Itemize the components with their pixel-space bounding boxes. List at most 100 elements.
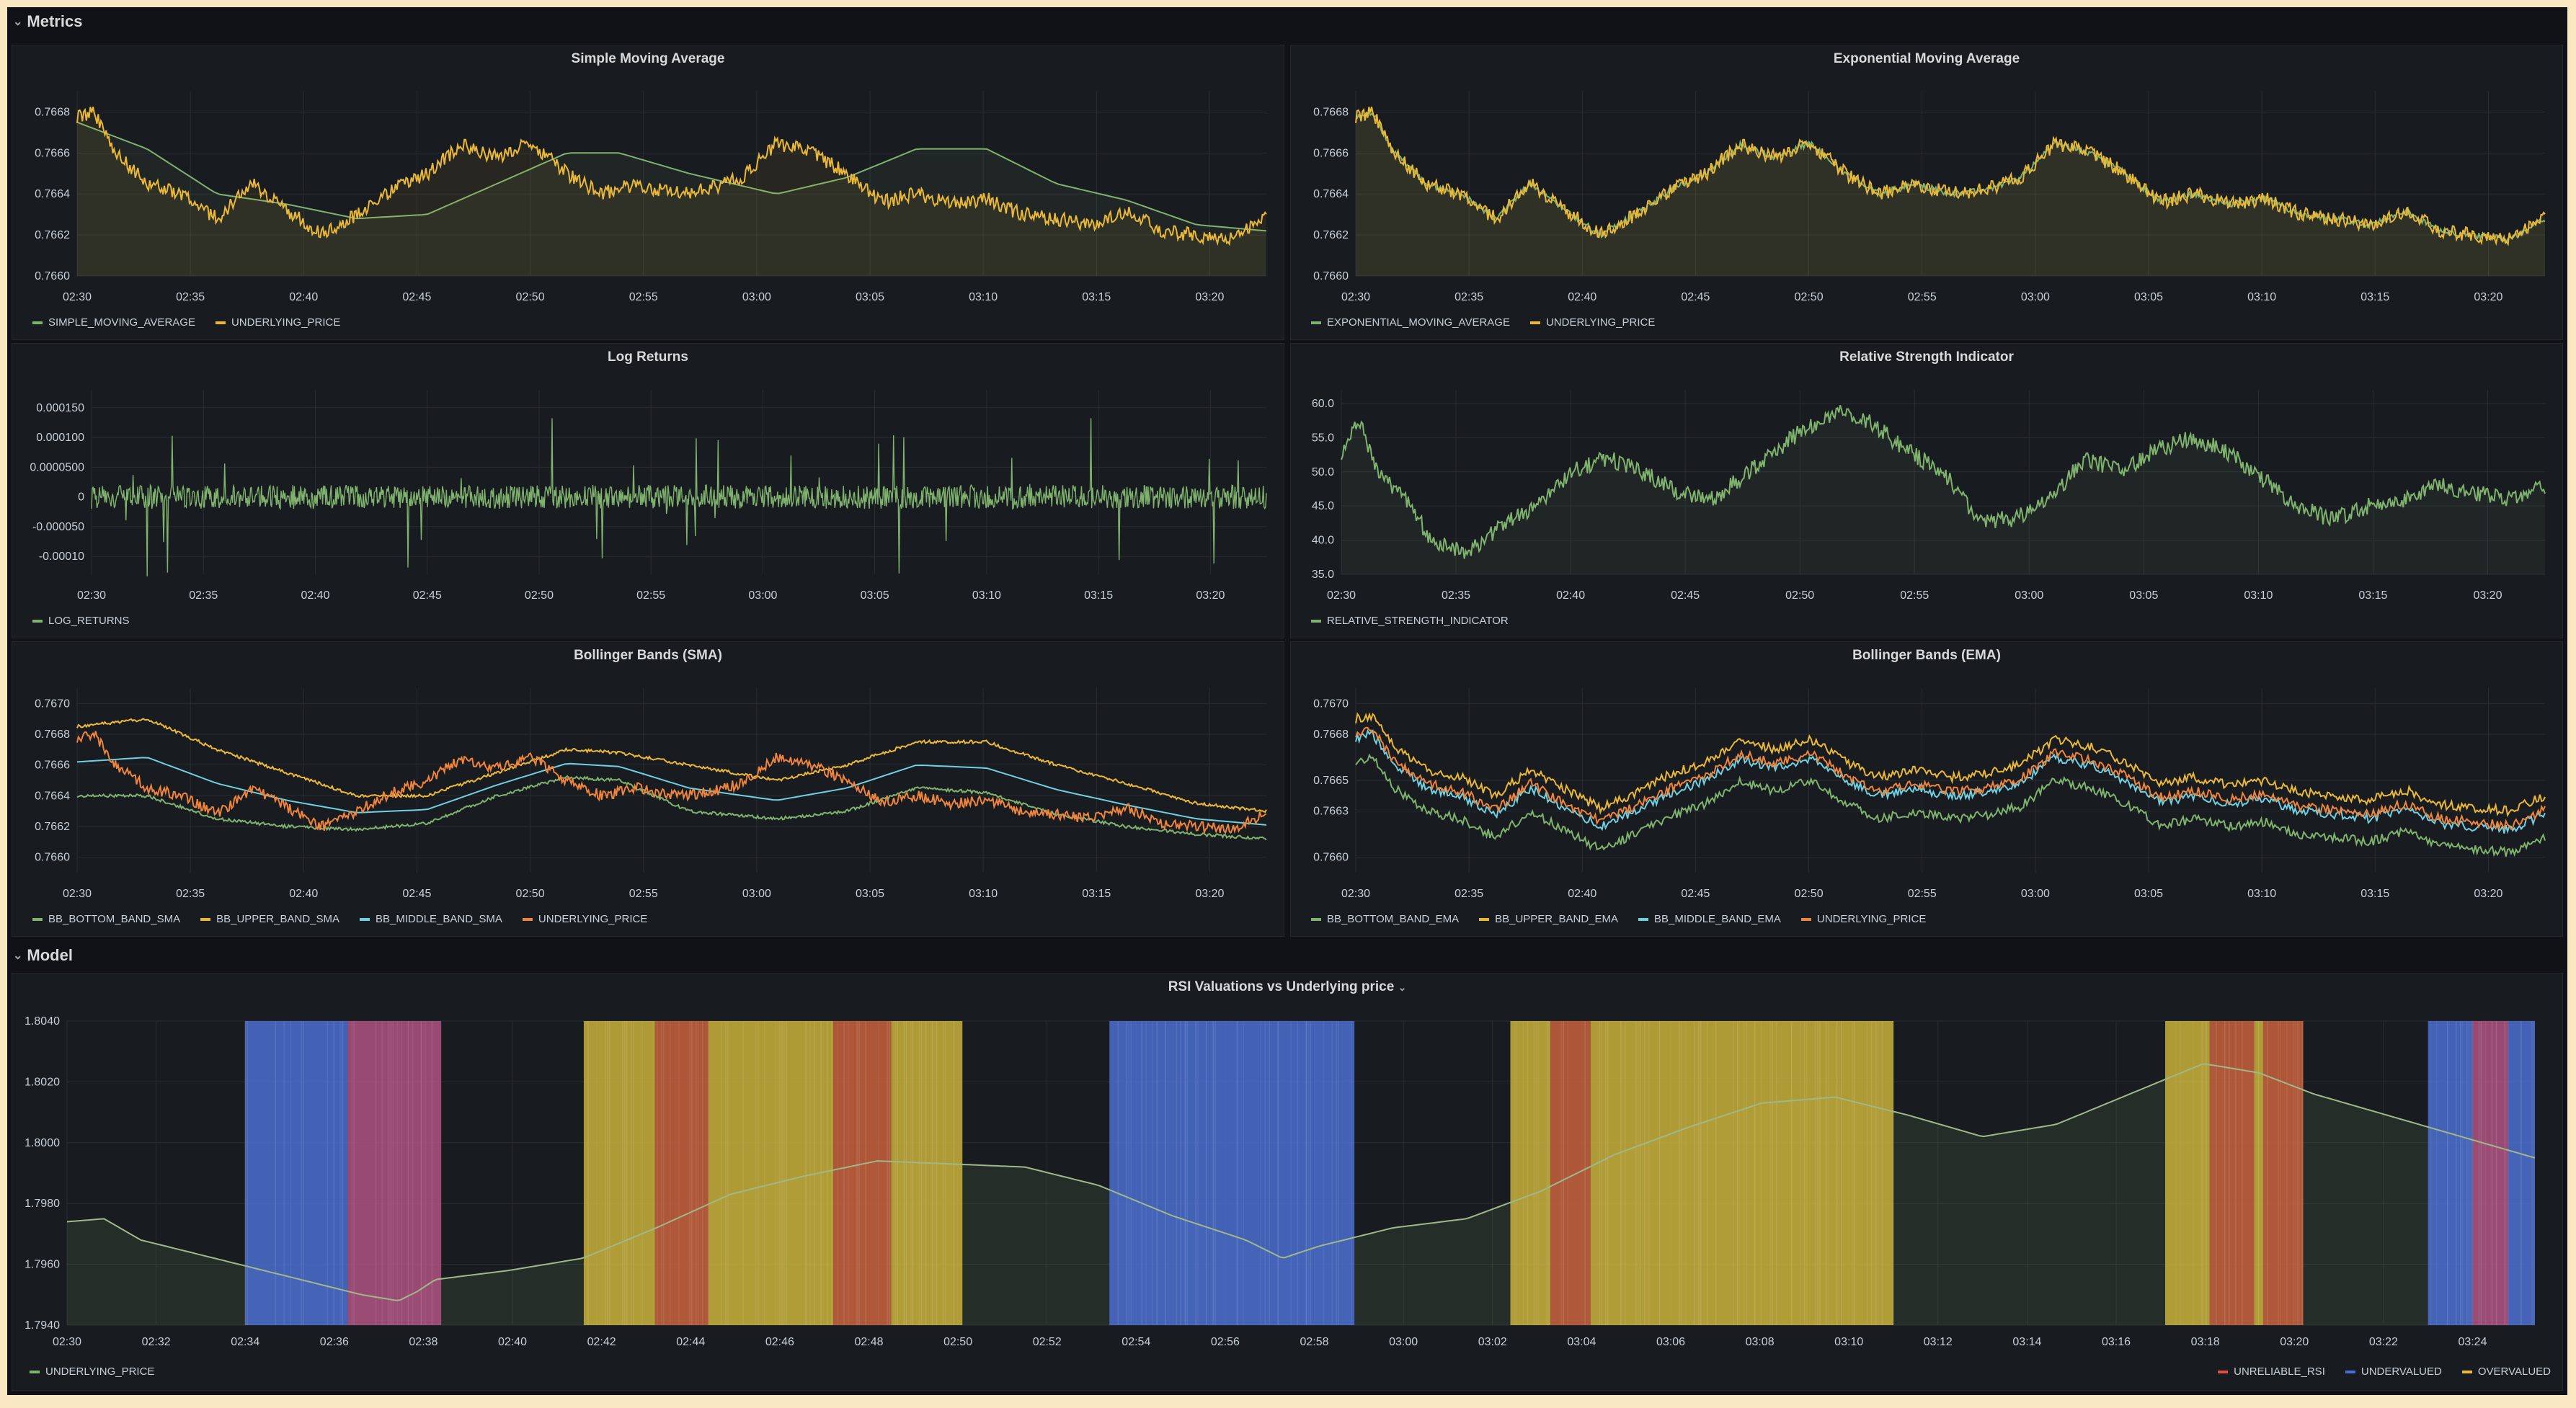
series-line-relative_strength_indicator <box>1341 405 2546 559</box>
y-tick-label: 0.7670 <box>1313 698 1349 710</box>
x-tick-label: 02:48 <box>854 1336 883 1348</box>
panel-title: Relative Strength Indicator <box>1839 349 2014 365</box>
panel-relative-strength-indicator[interactable]: Relative Strength Indicator 02:30 02:35 02… <box>1290 343 2563 638</box>
x-tick-label: 03:24 <box>2458 1336 2487 1348</box>
legend-label: LOG_RETURNS <box>48 615 130 627</box>
legend-swatch <box>2461 1370 2472 1373</box>
band-overvalued <box>2254 1021 2263 1325</box>
row-title-metrics: Metrics <box>27 12 83 30</box>
x-tick-label: 03:20 <box>2473 589 2502 602</box>
x-tick-label: 02:40 <box>289 888 318 900</box>
legend-item[interactable]: RELATIVE_STRENGTH_INDICATOR <box>1311 615 1509 627</box>
x-tick-label: 03:06 <box>1656 1336 1685 1348</box>
chevron-down-icon[interactable]: ⌄ <box>13 16 23 28</box>
x-tick-label: 02:50 <box>1785 589 1814 602</box>
panel-title-text: RSI Valuations vs Underlying price <box>1168 979 1395 994</box>
x-tick-label: 02:40 <box>498 1336 527 1348</box>
x-tick-label: 02:40 <box>301 589 329 602</box>
legend-label: BB_BOTTOM_BAND_SMA <box>48 913 181 925</box>
x-tick-label: 02:35 <box>1454 888 1483 900</box>
legend-label: BB_BOTTOM_BAND_EMA <box>1327 913 1460 925</box>
series-line-underlying_price <box>1355 726 2546 832</box>
chart-relative-strength-indicator: 02:30 02:35 02:40 02:45 02:50 02:55 03:00 03:05… <box>1312 390 2546 602</box>
legend-swatch <box>32 321 43 324</box>
legend-item[interactable]: EXPONENTIAL_MOVING_AVERAGE <box>1311 316 1510 329</box>
row-header-model[interactable]: ⌄ Model <box>13 941 73 970</box>
legend-item[interactable]: UNRELIABLE_RSI <box>2218 1365 2325 1378</box>
x-tick-label: 02:34 <box>231 1336 259 1348</box>
x-tick-label: 03:15 <box>1082 291 1111 303</box>
chevron-down-icon[interactable]: ⌄ <box>1398 981 1407 993</box>
legend-swatch <box>215 321 226 324</box>
y-tick-label: 0.7666 <box>35 759 70 772</box>
x-tick-label: 03:05 <box>2129 589 2158 602</box>
legend-item[interactable]: UNDERLYING_PRICE <box>30 1365 154 1378</box>
legend-item[interactable]: BB_MIDDLE_BAND_EMA <box>1638 913 1781 925</box>
legend-item[interactable]: LOG_RETURNS <box>32 615 130 627</box>
x-tick-label: 02:55 <box>636 589 665 602</box>
y-tick-label: -0.00010 <box>39 551 84 563</box>
series-line-underlying_price <box>76 106 1267 246</box>
panel-bollinger-bands-ema[interactable]: Bollinger Bands (EMA) 02:30 02:35 02:40 02:… <box>1290 641 2563 937</box>
legend: UNDERLYING_PRICE <box>30 1365 154 1378</box>
legend-item[interactable]: BB_BOTTOM_BAND_EMA <box>1311 913 1459 925</box>
legend-item[interactable]: OVERVALUED <box>2461 1365 2551 1378</box>
series-line-simple_moving_average <box>76 121 1267 232</box>
x-tick-label: 02:50 <box>1795 888 1824 900</box>
band-undervalued <box>2428 1021 2473 1325</box>
panel-simple-moving-average[interactable]: Simple Moving Average 02:30 02:35 02:40 02:… <box>12 45 1284 340</box>
legend-item[interactable]: SIMPLE_MOVING_AVERAGE <box>32 316 195 329</box>
y-tick-label: 0.7668 <box>1313 728 1349 741</box>
x-tick-label: 02:36 <box>320 1336 349 1348</box>
x-tick-label: 03:15 <box>1082 888 1111 900</box>
band-overvalued <box>2165 1021 2210 1325</box>
y-tick-label: 0.7664 <box>35 188 70 200</box>
x-tick-label: 02:54 <box>1122 1336 1150 1348</box>
x-tick-label: 03:05 <box>861 589 889 602</box>
panel-bollinger-bands-sma[interactable]: Bollinger Bands (SMA) 02:30 02:35 02:40 02:… <box>12 641 1284 937</box>
series-line-underlying_price <box>66 1063 2536 1301</box>
x-tick-label: 02:55 <box>1908 888 1937 900</box>
panel-rsi-valuations[interactable]: RSI Valuations vs Underlying price ⌄ 02:… <box>12 973 2563 1391</box>
chevron-down-icon[interactable]: ⌄ <box>13 950 23 962</box>
x-tick-label: 02:45 <box>413 589 442 602</box>
legend-item[interactable]: UNDERLYING_PRICE <box>215 316 340 329</box>
legend-item[interactable]: UNDERVALUED <box>2345 1365 2442 1378</box>
legend-label: UNDERLYING_PRICE <box>1816 913 1927 925</box>
x-tick-label: 02:35 <box>1442 589 1470 602</box>
y-tick-label: 35.0 <box>1312 569 1334 581</box>
y-tick-label: 0.7670 <box>35 698 70 710</box>
legend-label: UNDERLYING_PRICE <box>538 913 648 925</box>
x-tick-label: 03:15 <box>1084 589 1113 602</box>
legend-swatch <box>1311 619 1321 623</box>
panel-title: Exponential Moving Average <box>1833 51 2020 66</box>
legend-item[interactable]: BB_MIDDLE_BAND_SMA <box>360 913 502 925</box>
legend-swatch <box>30 1370 40 1373</box>
x-tick-label: 03:00 <box>1389 1336 1418 1348</box>
x-tick-label: 03:15 <box>2358 589 2387 602</box>
y-tick-label: -0.000050 <box>32 521 84 533</box>
series-area <box>1356 111 2545 276</box>
legend-item[interactable]: BB_UPPER_BAND_SMA <box>200 913 339 925</box>
legend-label: BB_UPPER_BAND_EMA <box>1495 913 1619 925</box>
legend-label: BB_MIDDLE_BAND_EMA <box>1654 913 1781 925</box>
legend-item[interactable]: UNDERLYING_PRICE <box>1800 913 1927 925</box>
x-tick-label: 02:45 <box>402 888 431 900</box>
legend: BB_BOTTOM_BAND_SMA BB_UPPER_BAND_SMA BB_MI… <box>32 913 647 925</box>
legend-item[interactable]: UNDERLYING_PRICE <box>522 913 648 925</box>
x-tick-label: 02:45 <box>1681 291 1710 303</box>
panel-log-returns[interactable]: Log Returns 02:30 02:35 02:40 02:45 02:50 02:… <box>12 343 1284 638</box>
legend-item[interactable]: UNDERLYING_PRICE <box>1529 316 1655 329</box>
series-line-bb_middle_band_ema <box>1355 728 2546 834</box>
row-header-metrics[interactable]: ⌄ Metrics <box>13 7 82 36</box>
legend-item[interactable]: BB_UPPER_BAND_EMA <box>1479 913 1618 925</box>
x-tick-label: 03:10 <box>969 291 998 303</box>
panel-exponential-moving-average[interactable]: Exponential Moving Average 02:30 02:35 02:… <box>1290 45 2563 340</box>
legend-item[interactable]: BB_BOTTOM_BAND_SMA <box>32 913 180 925</box>
y-tick-label: 1.7960 <box>25 1259 60 1271</box>
y-tick-label: 0.7662 <box>35 229 70 241</box>
series-line-bb_upper_band_ema <box>1355 712 2546 818</box>
x-tick-label: 02:55 <box>629 291 658 303</box>
x-tick-label: 03:10 <box>969 888 998 900</box>
x-tick-label: 02:40 <box>1568 291 1596 303</box>
